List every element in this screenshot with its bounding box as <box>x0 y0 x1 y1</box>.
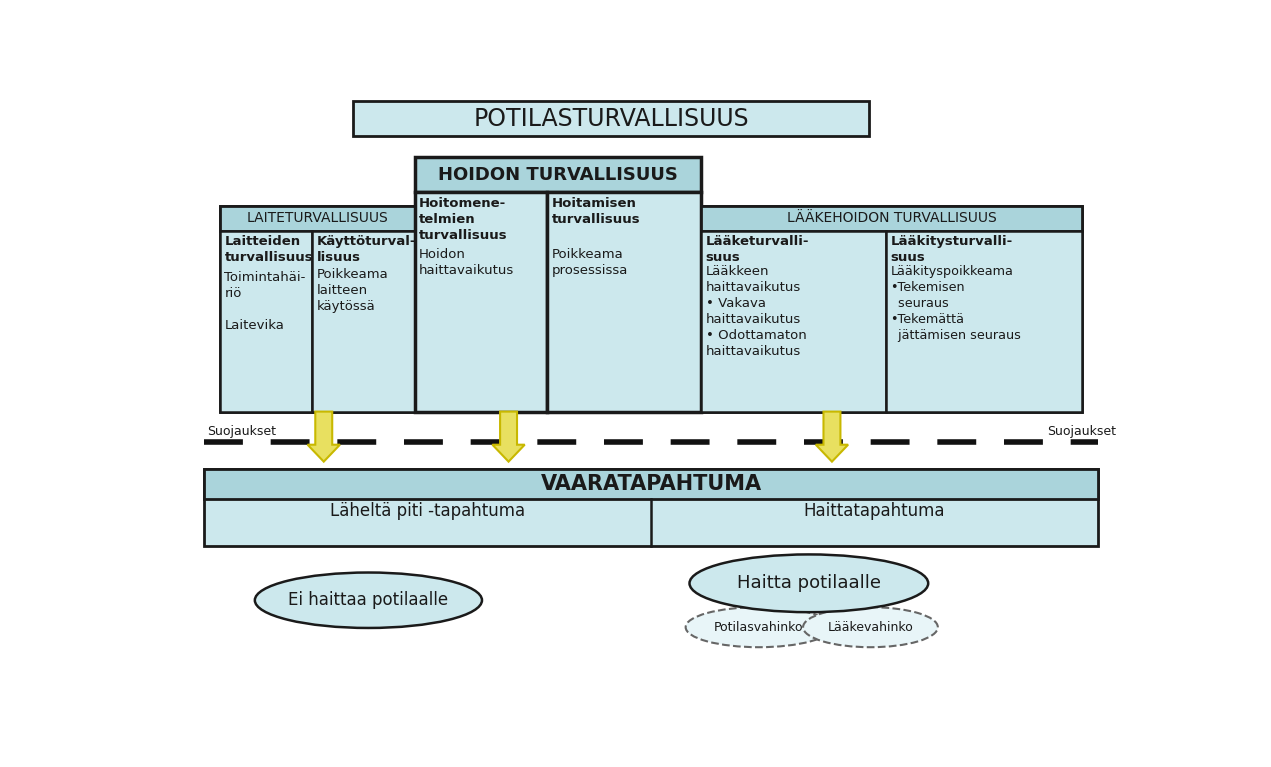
Text: Ei haittaa potilaalle: Ei haittaa potilaalle <box>289 591 449 609</box>
Text: Suojaukset: Suojaukset <box>207 425 276 438</box>
Text: Hoitamisen
turvallisuus: Hoitamisen turvallisuus <box>552 197 641 225</box>
Text: POTILASTURVALLISUUS: POTILASTURVALLISUUS <box>473 107 749 130</box>
Bar <box>547 193 702 412</box>
Polygon shape <box>492 412 525 462</box>
Text: Käyttöturval-
lisuus: Käyttöturval- lisuus <box>316 235 417 265</box>
Text: Lääkityspoikkeama
•Tekemisen
  seuraus
•Tekemättä
  jättämisen seuraus: Lääkityspoikkeama •Tekemisen seuraus •Te… <box>891 265 1022 341</box>
Text: Lääkitysturvalli-
suus: Lääkitysturvalli- suus <box>891 235 1013 265</box>
Bar <box>205 469 1098 499</box>
Text: Potilasvahinko: Potilasvahinko <box>714 621 803 634</box>
Bar <box>702 206 1082 231</box>
Text: Lääketurvalli-
suus: Lääketurvalli- suus <box>705 235 810 265</box>
Text: LÄÄKEHOIDON TURVALLISUUS: LÄÄKEHOIDON TURVALLISUUS <box>787 212 996 225</box>
Text: Lääkevahinko: Lääkevahinko <box>827 621 914 634</box>
Bar <box>313 231 416 412</box>
Bar <box>886 231 1082 412</box>
Bar <box>414 157 702 193</box>
Text: Lääkkeen
haittavaikutus
• Vakava
haittavaikutus
• Odottamaton
haittavaikutus: Lääkkeen haittavaikutus • Vakava haittav… <box>705 265 806 357</box>
Text: LAITETURVALLISUUS: LAITETURVALLISUUS <box>247 212 389 225</box>
Ellipse shape <box>685 607 833 647</box>
Bar <box>414 193 547 412</box>
Bar <box>702 206 1082 412</box>
Text: Laitteiden
turvallisuus: Laitteiden turvallisuus <box>225 235 313 265</box>
Text: Läheltä piti -tapahtuma: Läheltä piti -tapahtuma <box>330 502 525 521</box>
Text: Toimintahäi-
riö

Laitevika: Toimintahäi- riö Laitevika <box>225 271 306 331</box>
Text: Poikkeama
prosessissa: Poikkeama prosessissa <box>552 248 628 277</box>
Text: Hoitomene-
telmien
turvallisuus: Hoitomene- telmien turvallisuus <box>419 197 508 242</box>
Bar <box>220 231 313 412</box>
Text: Hoidon
haittavaikutus: Hoidon haittavaikutus <box>419 248 515 277</box>
Bar <box>205 469 1098 546</box>
Ellipse shape <box>689 555 928 612</box>
Text: Suojaukset: Suojaukset <box>1047 425 1116 438</box>
Bar <box>220 206 416 231</box>
Polygon shape <box>816 412 848 462</box>
Text: Haittatapahtuma: Haittatapahtuma <box>803 502 946 521</box>
Text: Haitta potilaalle: Haitta potilaalle <box>737 574 881 592</box>
Ellipse shape <box>803 607 938 647</box>
Bar <box>702 231 886 412</box>
Ellipse shape <box>255 572 482 628</box>
Polygon shape <box>308 412 339 462</box>
Text: VAARATAPAHTUMA: VAARATAPAHTUMA <box>540 474 761 494</box>
Bar <box>220 206 416 412</box>
Bar <box>353 101 869 136</box>
Text: Poikkeama
laitteen
käytössä: Poikkeama laitteen käytössä <box>316 268 389 313</box>
Text: HOIDON TURVALLISUUS: HOIDON TURVALLISUUS <box>438 166 677 184</box>
